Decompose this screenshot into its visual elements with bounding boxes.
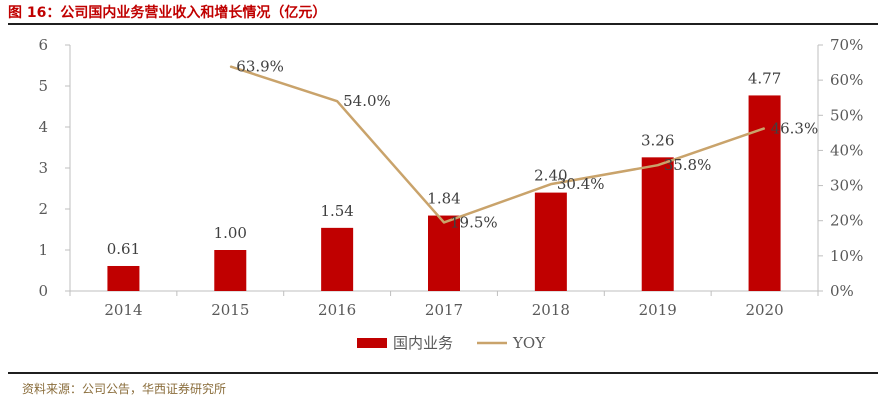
- bar: [428, 215, 460, 291]
- yoy-point: [657, 164, 659, 166]
- yoy-point: [443, 221, 445, 223]
- y-right-tick-label: 70%: [830, 36, 863, 54]
- y-left-tick-label: 6: [38, 36, 48, 54]
- bar: [107, 265, 140, 291]
- y-left-tick-label: 3: [38, 159, 48, 177]
- top-rule: [8, 23, 878, 25]
- y-right-tick-label: 50%: [830, 106, 863, 124]
- y-right-tick-label: 0%: [830, 282, 854, 300]
- bar-data-label: 0.61: [107, 240, 140, 258]
- x-tick-label: 2018: [532, 301, 570, 319]
- bar-data-label: 2.40: [534, 167, 567, 185]
- yoy-point: [764, 127, 766, 129]
- y-left-tick-label: 5: [38, 77, 48, 95]
- yoy-data-label: 35.8%: [664, 156, 712, 174]
- bar-data-label: 1.84: [427, 190, 460, 208]
- y-left-tick-label: 0: [38, 282, 48, 300]
- yoy-point: [229, 65, 231, 67]
- figure-title: 图 16：公司国内业务营业收入和增长情况（亿元）: [8, 5, 327, 21]
- y-right-tick-label: 20%: [830, 212, 863, 230]
- yoy-data-label: 54.0%: [343, 92, 391, 110]
- bar-data-label: 1.00: [214, 224, 247, 242]
- legend-swatch-bar: [357, 338, 387, 348]
- yoy-data-label: 30.4%: [557, 175, 605, 193]
- bar: [214, 250, 247, 291]
- yoy-line: [229, 65, 765, 224]
- yoy-data-label: 63.9%: [236, 57, 284, 75]
- bar: [641, 157, 674, 291]
- yoy-point: [336, 100, 338, 102]
- y-left-tick-label: 4: [38, 118, 48, 136]
- yoy-point: [550, 183, 552, 185]
- source-note: 资料来源：公司公告，华西证券研究所: [22, 382, 227, 396]
- bar-data-label: 1.54: [320, 202, 353, 220]
- x-tick-label: 2019: [639, 301, 677, 319]
- x-tick-label: 2020: [745, 301, 783, 319]
- x-tick-label: 2015: [211, 301, 249, 319]
- y-right-tick-label: 30%: [830, 177, 863, 195]
- y-right-tick-label: 60%: [830, 71, 863, 89]
- y-left-tick-label: 1: [38, 241, 48, 259]
- legend-label-bar: 国内业务: [393, 334, 453, 352]
- x-tick-label: 2016: [318, 301, 356, 319]
- yoy-data-label: 19.5%: [450, 213, 498, 231]
- y-left-tick-label: 2: [38, 200, 48, 218]
- bar: [534, 192, 567, 291]
- bar-data-label: 4.77: [748, 69, 781, 87]
- legend-label-line: YOY: [512, 334, 546, 352]
- y-right-tick-label: 10%: [830, 247, 863, 265]
- bottom-rule: [8, 372, 878, 374]
- y-right-tick-label: 40%: [830, 141, 863, 159]
- x-tick-label: 2017: [425, 301, 463, 319]
- x-tick-label: 2014: [104, 301, 142, 319]
- bar: [321, 227, 354, 291]
- bar-data-label: 3.26: [641, 131, 674, 149]
- yoy-data-label: 46.3%: [771, 119, 819, 137]
